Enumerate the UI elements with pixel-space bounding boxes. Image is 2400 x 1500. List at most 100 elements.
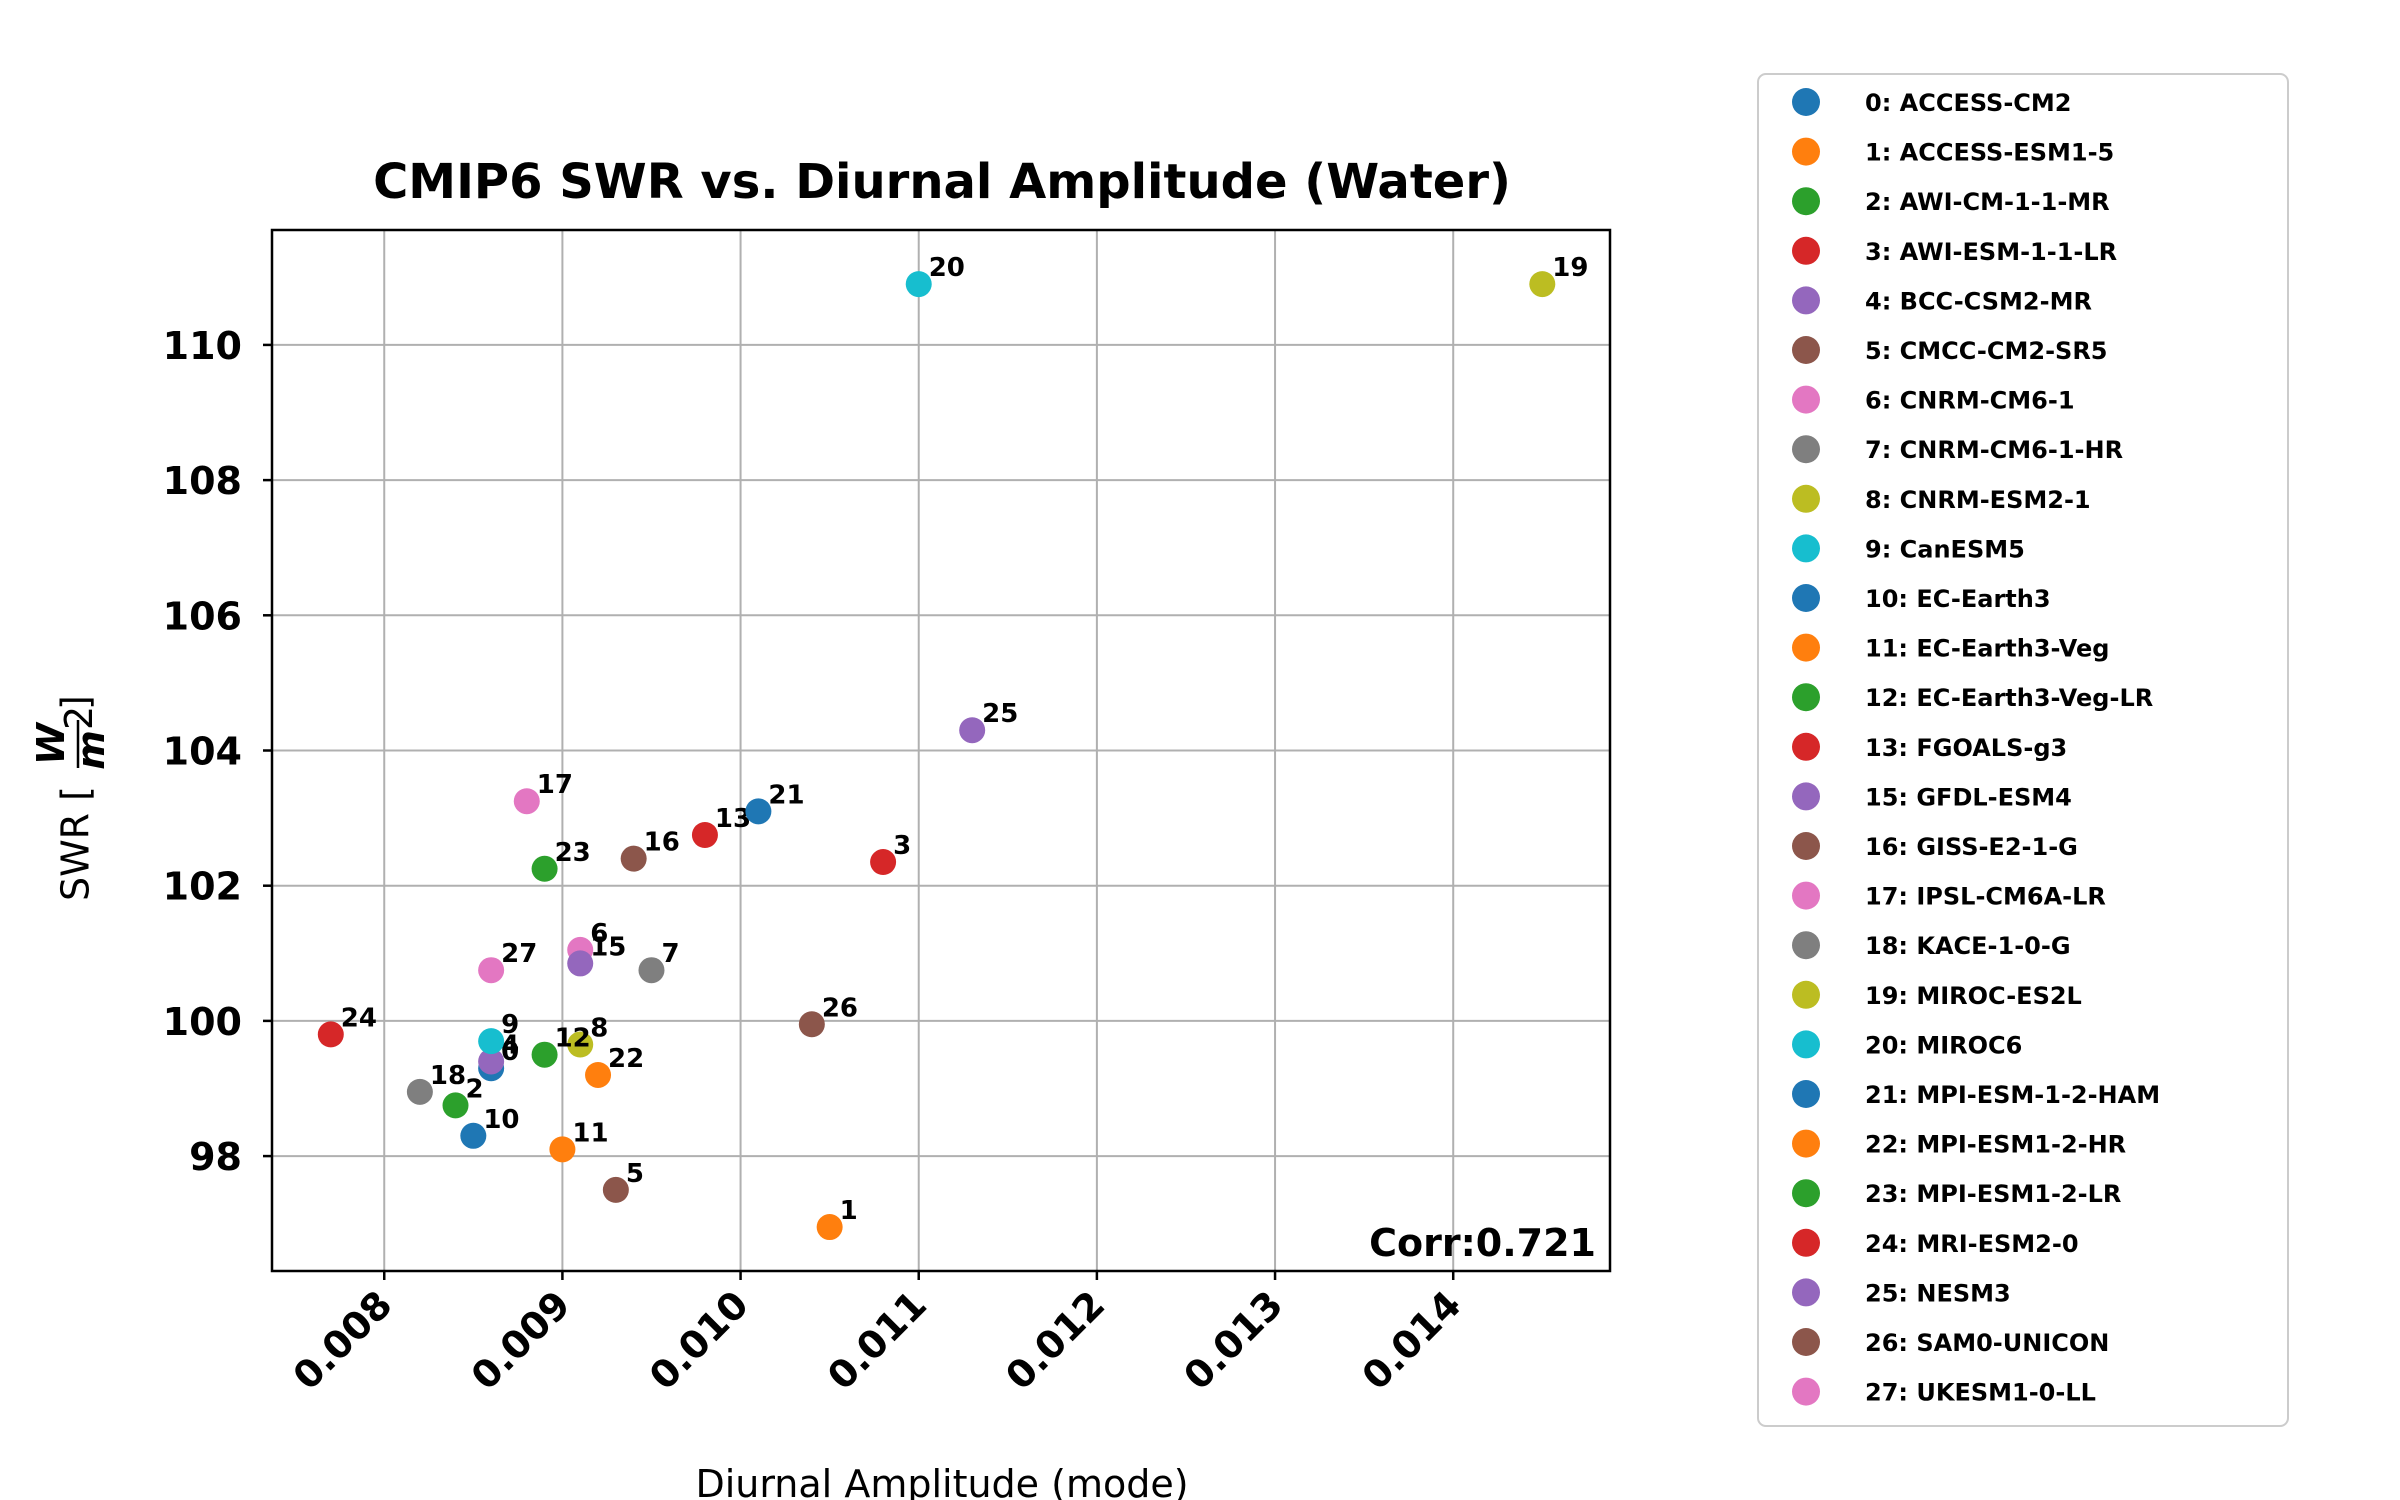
legend-label: 21: MPI-ESM-1-2-HAM	[1865, 1081, 2160, 1109]
y-axis-label-denominator: m	[69, 730, 113, 770]
legend-label: 7: CNRM-CM6-1-HR	[1865, 436, 2123, 464]
y-axis-label-exponent: 2	[57, 706, 101, 730]
data-point-20	[905, 271, 932, 298]
data-point-21	[745, 798, 772, 825]
legend-marker	[1792, 980, 1820, 1009]
data-point-26	[798, 1011, 825, 1038]
legend-marker	[1792, 1030, 1820, 1059]
y-tick-label: 102	[163, 865, 242, 909]
data-point-label-9: 9	[501, 1010, 519, 1040]
data-point-label-10: 10	[483, 1105, 519, 1135]
data-point-label-7: 7	[661, 939, 679, 969]
data-point-label-27: 27	[501, 939, 537, 969]
legend-label: 12: EC-Earth3-Veg-LR	[1865, 684, 2153, 712]
y-axis-label-prefix: SWR [	[54, 786, 98, 901]
legend-label: 1: ACCESS-ESM1-5	[1865, 139, 2114, 167]
data-point-15	[567, 950, 594, 977]
legend-label: 3: AWI-ESM-1-1-LR	[1865, 238, 2117, 266]
data-point-label-20: 20	[929, 253, 965, 283]
data-point-23	[531, 855, 558, 882]
data-point-label-26: 26	[822, 993, 858, 1023]
legend-marker	[1792, 1328, 1820, 1356]
data-point-11	[549, 1136, 576, 1163]
y-tick-label: 98	[189, 1135, 242, 1179]
legend-marker	[1792, 1228, 1820, 1257]
data-point-label-22: 22	[608, 1044, 644, 1074]
data-point-24	[317, 1021, 344, 1048]
y-tick-label: 110	[163, 324, 242, 368]
data-point-label-11: 11	[572, 1118, 608, 1148]
correlation-annotation: Corr:0.721	[1369, 1221, 1596, 1265]
data-point-9	[478, 1028, 505, 1055]
data-point-label-19: 19	[1552, 253, 1588, 283]
legend-marker	[1792, 336, 1820, 364]
legend-label: 11: EC-Earth3-Veg	[1865, 635, 2110, 663]
legend-marker	[1792, 286, 1820, 315]
data-point-17	[513, 788, 540, 815]
data-point-label-3: 3	[893, 831, 911, 861]
y-tick-label: 100	[163, 1000, 242, 1044]
data-point-label-15: 15	[590, 932, 626, 962]
legend-label: 6: CNRM-CM6-1	[1865, 387, 2075, 415]
legend-marker	[1792, 385, 1820, 414]
y-axis-label-suffix: ]	[54, 695, 98, 710]
y-tick-label: 108	[163, 459, 242, 503]
legend-label: 19: MIROC-ES2L	[1865, 982, 2082, 1010]
data-point-2	[442, 1092, 469, 1119]
legend-marker	[1792, 435, 1820, 464]
legend-marker	[1792, 1278, 1820, 1307]
legend-marker	[1792, 832, 1820, 860]
data-point-8	[567, 1031, 594, 1058]
legend-label: 18: KACE-1-0-G	[1865, 932, 2071, 960]
legend-marker	[1792, 732, 1820, 761]
data-point-1	[816, 1214, 843, 1241]
legend-label: 25: NESM3	[1865, 1279, 2011, 1307]
y-tick-label: 106	[163, 594, 242, 638]
legend-label: 20: MIROC6	[1865, 1031, 2022, 1059]
legend-label: 13: FGOALS-g3	[1865, 734, 2067, 762]
data-point-22	[585, 1061, 612, 1088]
data-point-label-16: 16	[644, 828, 680, 858]
legend-marker	[1792, 137, 1820, 166]
legend-label: 10: EC-Earth3	[1865, 585, 2051, 613]
legend-label: 8: CNRM-ESM2-1	[1865, 486, 2091, 514]
chart-title: CMIP6 SWR vs. Diurnal Amplitude (Water)	[373, 154, 1511, 210]
legend-label: 4: BCC-CSM2-MR	[1865, 287, 2092, 315]
legend-marker	[1792, 236, 1820, 265]
legend-label: 23: MPI-ESM1-2-LR	[1865, 1180, 2121, 1208]
legend-marker	[1792, 1129, 1820, 1158]
legend-entries: 0: ACCESS-CM2 1: ACCESS-ESM1-5 2: AWI-CM-1…	[1792, 88, 2160, 1407]
legend-marker	[1792, 187, 1820, 216]
y-tick-label: 104	[163, 730, 242, 774]
data-point-label-6: 6	[590, 919, 608, 949]
legend-label: 0: ACCESS-CM2	[1865, 89, 2072, 117]
data-point-13	[691, 821, 718, 848]
data-point-label-18: 18	[430, 1061, 466, 1091]
legend-label: 2: AWI-CM-1-1-MR	[1865, 188, 2110, 216]
legend-frame	[1757, 73, 2289, 1427]
data-point-label-17: 17	[537, 770, 573, 800]
data-point-4	[478, 1048, 505, 1075]
data-point-label-12: 12	[555, 1024, 591, 1054]
data-point-3	[870, 849, 897, 876]
y-axis-label-numerator: W	[29, 721, 73, 765]
legend: 0: ACCESS-CM2 1: ACCESS-ESM1-5 2: AWI-CM-1…	[1757, 73, 2289, 1427]
data-point-7	[638, 957, 665, 984]
legend-marker	[1792, 534, 1820, 563]
legend-marker	[1792, 1080, 1820, 1108]
legend-label: 9: CanESM5	[1865, 535, 2025, 563]
legend-marker	[1792, 931, 1820, 960]
legend-marker	[1792, 683, 1820, 712]
legend-label: 17: IPSL-CM6A-LR	[1865, 883, 2106, 911]
data-point-label-25: 25	[982, 699, 1018, 729]
data-point-label-1: 1	[840, 1196, 858, 1226]
data-point-label-24: 24	[341, 1003, 377, 1033]
legend-label: 22: MPI-ESM1-2-HR	[1865, 1131, 2126, 1159]
legend-label: 27: UKESM1-0-LL	[1865, 1379, 2096, 1407]
grid	[272, 230, 1610, 1271]
data-point-5	[602, 1176, 629, 1203]
data-point-10	[460, 1122, 487, 1149]
legend-marker	[1792, 881, 1820, 910]
data-point-27	[478, 957, 505, 984]
